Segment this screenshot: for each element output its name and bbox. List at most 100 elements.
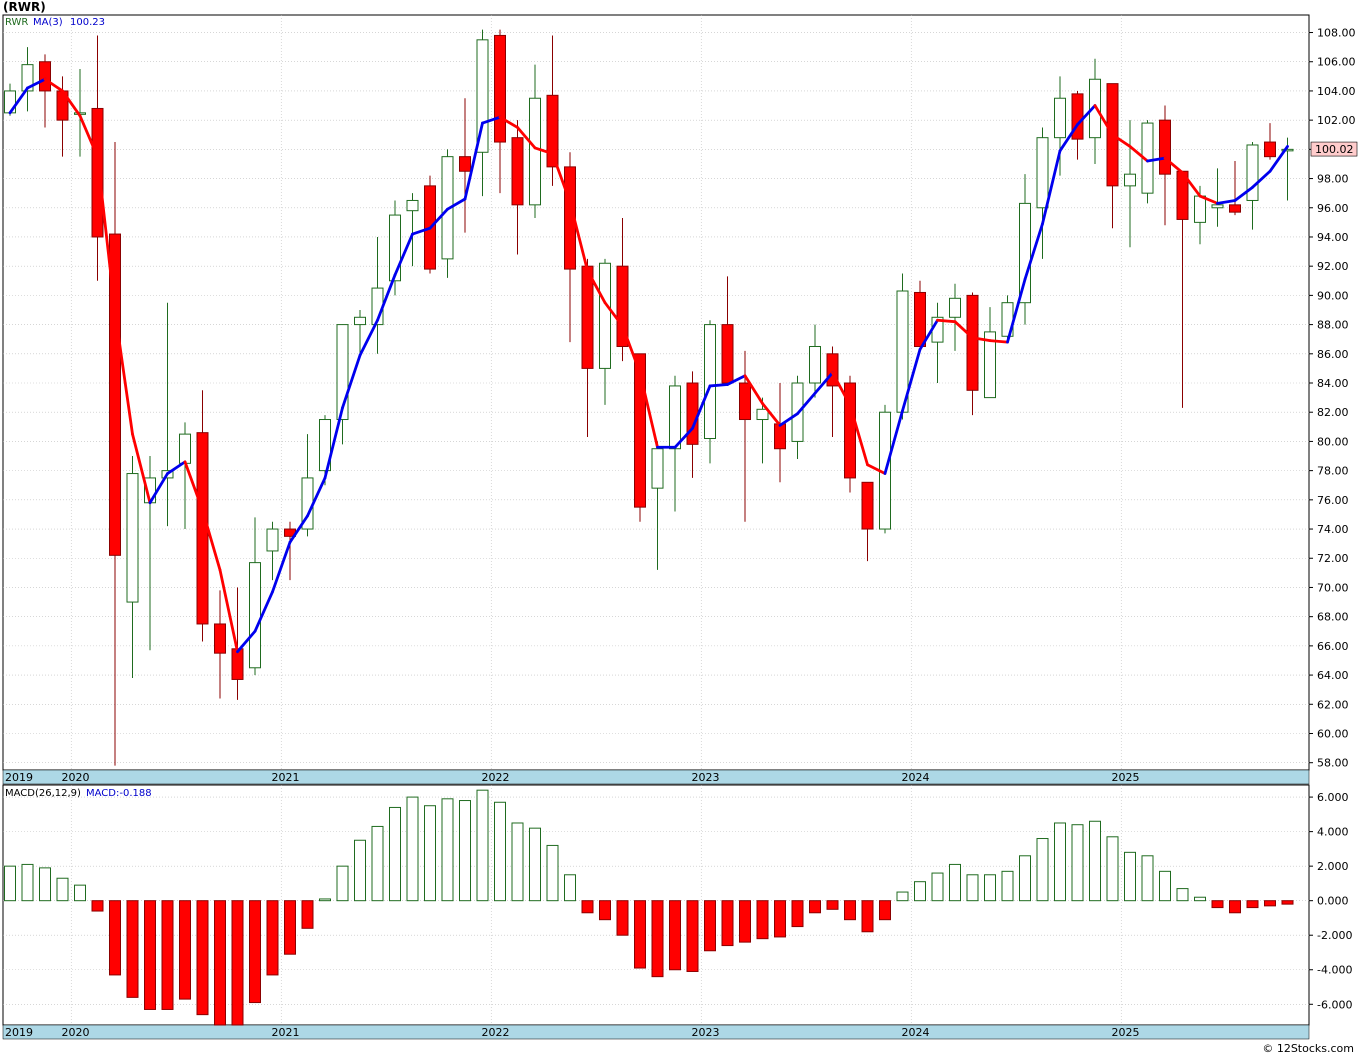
macd-bar [1176,888,1189,902]
macd-tick-label: 0.000 [1317,895,1349,908]
ma3-segment [673,426,694,449]
price-axis-year-label: 2020 [62,771,90,784]
price-legend-symbol: RWR [5,17,28,28]
price-axis-band [2,769,1310,785]
macd-legend-label: MACD(26,12,9) [5,788,81,799]
price-tick-label: 70.00 [1317,581,1349,594]
ma3-segment [1181,171,1202,198]
macd-bar [529,827,541,902]
ma3-segment [148,472,169,505]
macd-tick-label: 6.000 [1317,791,1349,804]
candle-body [231,648,244,680]
macd-axis-year-label: 2019 [5,1026,33,1039]
ma3-segment [1216,199,1237,205]
macd-bar [704,900,716,952]
candle-body [721,324,734,384]
price-tick-label: 64.00 [1317,669,1349,682]
price-tick-label: 92.00 [1317,260,1349,273]
price-tick-label: 74.00 [1317,523,1349,536]
macd-bar [826,900,839,910]
price-tick-label: 60.00 [1317,727,1349,740]
price-axis-year-label: 2023 [692,771,720,784]
ma3-segment [393,232,414,277]
macd-bar [809,900,821,914]
macd-bar [844,900,856,921]
macd-bar [266,900,279,976]
candle-body [476,39,489,153]
macd-bar [1001,870,1014,902]
site-credit: © 12Stocks.com [1262,1042,1354,1055]
price-tick-label: 102.00 [1317,114,1356,127]
macd-bar [879,900,891,921]
macd-bar [896,891,909,902]
macd-bar [249,900,261,1004]
ma3-segment [1058,123,1079,153]
candle-body [354,316,366,326]
candle-body [1036,137,1049,209]
macd-bar [1159,870,1171,902]
ma3-segment [376,273,397,322]
ma3-segment [971,336,992,343]
macd-bar [494,801,506,902]
ma3-segment [428,207,449,230]
ma3-segment [446,197,467,211]
last-price-box [1310,141,1358,157]
ma3-segment [831,371,852,407]
macd-bar [1089,820,1101,902]
candle-body [126,473,139,603]
ma3-segment [1006,277,1027,344]
ma3-segment [761,402,782,427]
price-tick-label: 88.00 [1317,319,1349,332]
ma3-segment [218,568,239,654]
macd-bar [931,872,944,902]
ma3-segment [306,476,327,518]
macd-bar [319,898,331,902]
price-tick-label: 94.00 [1317,231,1349,244]
ma3-segment [848,403,869,467]
macd-axis-year-label: 2022 [482,1026,510,1039]
candle-body [914,291,926,347]
candle-body [406,199,419,212]
candle-body [214,623,226,654]
candle-body [336,324,349,421]
ma3-segment [1146,156,1167,163]
price-tick-label: 62.00 [1317,698,1349,711]
ma3-segment [166,460,187,475]
candle-body [109,233,121,556]
macd-bar [214,900,226,1026]
candle-body [861,481,874,530]
candle-body [179,433,191,464]
macd-bar [966,874,979,902]
candle-body [984,331,996,399]
macd-bar [949,863,961,902]
price-tick-label: 66.00 [1317,640,1349,653]
macd-bar [284,900,296,955]
candle-body [319,419,331,472]
macd-bar [914,881,926,902]
price-tick-label: 104.00 [1317,85,1356,98]
macd-bar [144,900,156,1010]
ma3-segment [323,406,344,480]
macd-bar [1036,838,1049,902]
macd-bar [1229,900,1241,914]
macd-bar [389,806,401,902]
ma3-segment [463,121,484,201]
candle-body [581,265,594,369]
ma3-segment [96,155,117,313]
ma3-segment [341,353,362,410]
macd-bar [126,900,139,998]
ma3-segment [901,348,922,413]
macd-bar [459,800,471,902]
price-legend-ma: MA(3) [33,17,63,28]
ma3-segment [1163,156,1184,175]
price-tick-label: 106.00 [1317,56,1356,69]
symbol-title: (RWR) [3,0,46,14]
macd-bar [564,874,576,902]
macd-bar [1141,855,1154,902]
macd-bar [756,900,769,940]
candle-body [809,345,821,384]
ma3-segment [743,374,764,405]
price-tick-label: 84.00 [1317,377,1349,390]
macd-bar [1054,822,1066,902]
